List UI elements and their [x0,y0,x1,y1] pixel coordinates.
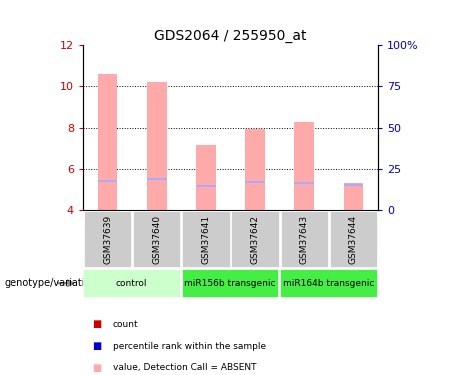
Text: miR156b transgenic: miR156b transgenic [184,279,276,288]
Text: count: count [113,320,139,329]
Bar [343,184,363,186]
Text: GSM37640: GSM37640 [152,214,161,264]
Text: GSM37644: GSM37644 [349,214,358,264]
Text: percentile rank within the sample: percentile rank within the sample [113,342,266,351]
Bar [245,181,265,183]
Bar [196,145,216,210]
Text: value, Detection Call = ABSENT: value, Detection Call = ABSENT [113,363,256,372]
Text: GSM37639: GSM37639 [103,214,112,264]
Text: ■: ■ [92,363,101,373]
Text: GSM37643: GSM37643 [300,214,309,264]
Text: miR164b transgenic: miR164b transgenic [283,279,374,288]
Bar [343,183,363,210]
Bar [98,180,118,182]
Text: control: control [116,279,148,288]
Bar [196,185,216,188]
Text: ■: ■ [92,320,101,329]
Text: genotype/variation: genotype/variation [5,278,97,288]
Text: GSM37641: GSM37641 [201,214,210,264]
Bar [147,82,166,210]
Bar [98,74,118,210]
Bar [245,129,265,210]
Bar [295,182,314,184]
Text: GSM37642: GSM37642 [251,214,260,264]
Bar [147,178,166,180]
Bar [295,122,314,210]
Title: GDS2064 / 255950_at: GDS2064 / 255950_at [154,28,307,43]
Text: ■: ■ [92,341,101,351]
